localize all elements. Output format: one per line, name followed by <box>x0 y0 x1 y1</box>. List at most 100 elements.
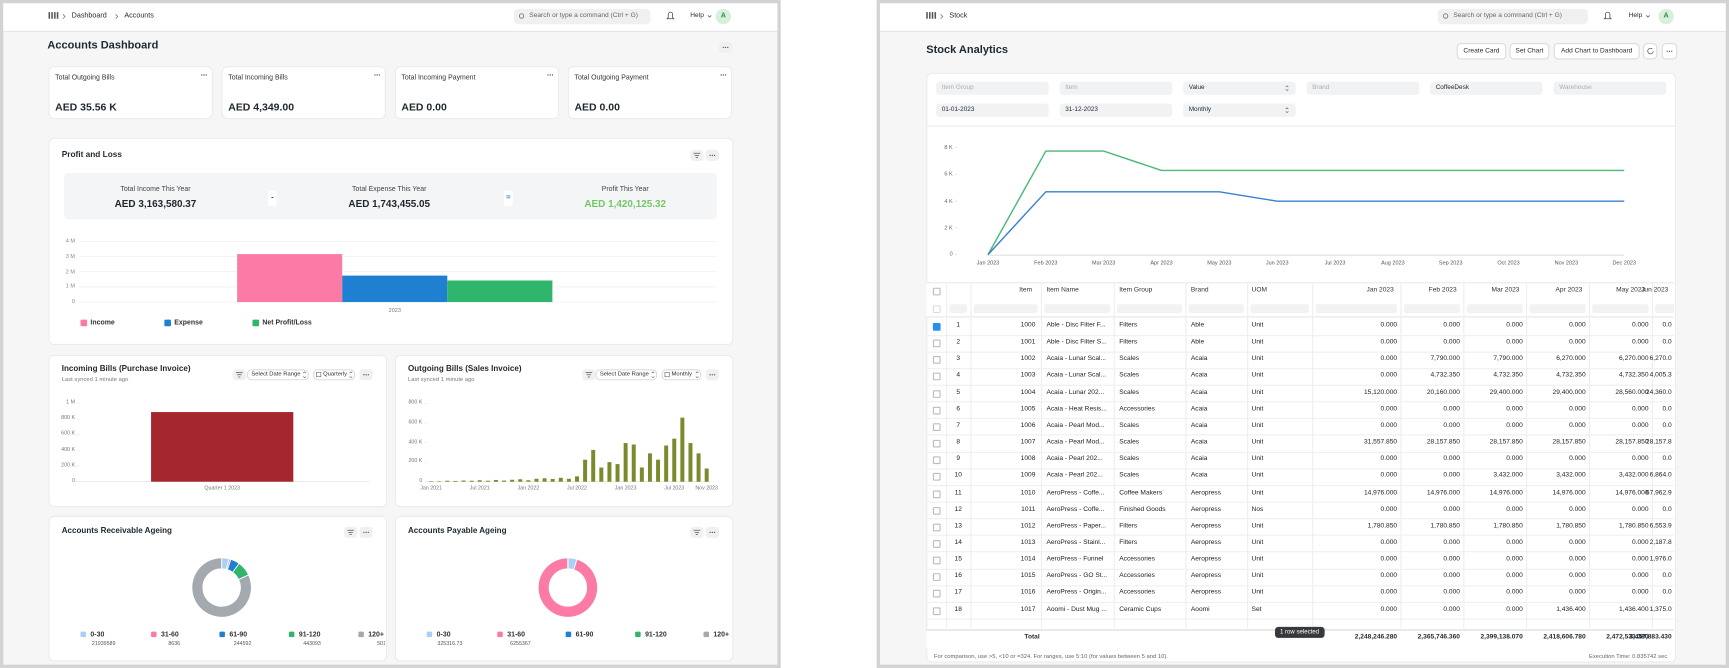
legend-label[interactable]: 0-30 <box>436 630 451 639</box>
select[interactable] <box>661 369 702 381</box>
select[interactable] <box>313 369 356 381</box>
legend-label[interactable]: Income <box>90 318 115 327</box>
filter-field[interactable] <box>936 81 1049 95</box>
column-header[interactable]: Brand <box>1190 287 1209 294</box>
column-header[interactable]: Jun 2023 <box>1641 287 1669 294</box>
column-header[interactable]: Feb 2023 <box>1428 287 1457 294</box>
legend-label[interactable]: 61-90 <box>229 630 248 639</box>
filter-text[interactable]: Value <box>1188 84 1205 91</box>
column-header[interactable]: UOM <box>1251 287 1267 294</box>
legend-label[interactable]: 61-90 <box>575 630 594 639</box>
total-cell: 2,418,606.780 <box>1543 634 1586 641</box>
column-filter[interactable] <box>1466 304 1523 314</box>
search-box[interactable] <box>1437 8 1588 25</box>
column-filter[interactable] <box>1592 304 1649 314</box>
select[interactable] <box>247 369 309 381</box>
breadcrumb-link[interactable]: Dashboard <box>71 12 107 20</box>
legend-label[interactable]: 31-60 <box>160 630 179 639</box>
column-header[interactable]: Item <box>1019 287 1033 294</box>
action-button[interactable] <box>1456 42 1507 60</box>
legend-label[interactable]: 91-120 <box>298 630 321 639</box>
filter-text[interactable]: Brand <box>1312 84 1330 91</box>
checkbox[interactable] <box>932 423 941 431</box>
filter-text[interactable]: CoffeeDesk <box>1435 84 1469 91</box>
filter-text[interactable]: Monthly <box>1188 106 1212 114</box>
filter-text[interactable]: Item <box>1065 84 1078 91</box>
column-filter[interactable] <box>949 304 968 314</box>
column-header[interactable]: Apr 2023 <box>1555 287 1583 294</box>
column-filter[interactable] <box>1315 304 1398 314</box>
column-filter[interactable] <box>1403 304 1460 314</box>
action-button[interactable] <box>1509 42 1550 60</box>
checkbox[interactable] <box>932 573 941 582</box>
breadcrumb-link[interactable]: Accounts <box>124 12 154 20</box>
checkbox[interactable] <box>932 406 941 415</box>
checkbox[interactable] <box>932 489 941 498</box>
breadcrumb-link[interactable]: Stock <box>949 12 968 20</box>
checkbox[interactable] <box>932 523 941 532</box>
legend-label[interactable]: 0-30 <box>90 630 105 639</box>
legend-label[interactable]: Net Profit/Loss <box>262 318 312 327</box>
action-button[interactable] <box>1553 42 1640 60</box>
filter-field[interactable] <box>1059 81 1173 95</box>
search-box[interactable] <box>513 8 651 25</box>
filter-field[interactable] <box>1553 81 1667 95</box>
column-header[interactable]: Mar 2023 <box>1491 287 1520 294</box>
checkbox[interactable] <box>932 339 941 348</box>
select-text[interactable]: Monthly <box>671 371 692 378</box>
column-header[interactable]: Item Name <box>1046 287 1079 294</box>
column-filter[interactable] <box>1529 304 1586 314</box>
legend-label[interactable]: 120+ <box>713 630 730 639</box>
checkbox[interactable] <box>932 473 941 481</box>
action-button-label[interactable]: Add Chart to Dashboard <box>1560 47 1633 54</box>
filter-text[interactable]: 01-01-2023 <box>941 106 975 114</box>
help-menu[interactable]: Help <box>690 12 704 20</box>
checkbox[interactable] <box>932 606 941 615</box>
select-text[interactable]: Select Date Range <box>599 371 649 378</box>
checkbox[interactable] <box>932 322 941 331</box>
checkbox[interactable] <box>932 590 941 598</box>
column-header[interactable]: Jan 2023 <box>1366 287 1394 294</box>
filter-field[interactable] <box>1183 81 1296 95</box>
select[interactable] <box>595 369 658 381</box>
filter-text[interactable]: Warehouse <box>1559 84 1592 91</box>
column-header[interactable]: Item Group <box>1119 287 1153 294</box>
column-filter[interactable] <box>973 304 1038 314</box>
filter-text[interactable]: 31-12-2023 <box>1065 106 1098 114</box>
checkbox[interactable] <box>932 356 941 365</box>
column-filter[interactable] <box>1655 304 1674 314</box>
refresh-button[interactable] <box>1642 42 1658 60</box>
column-header[interactable]: May 2023 <box>1616 287 1646 294</box>
checkbox[interactable] <box>932 287 941 296</box>
checkbox[interactable] <box>932 373 941 381</box>
select-text[interactable]: Select Date Range <box>251 371 301 378</box>
filter-field[interactable] <box>1430 81 1543 95</box>
column-filter[interactable] <box>1188 304 1244 314</box>
column-filter[interactable] <box>1250 304 1309 314</box>
filter-field[interactable] <box>936 103 1049 117</box>
filter-field[interactable] <box>1059 103 1173 117</box>
avatar-initial[interactable]: A <box>720 12 726 20</box>
checkbox[interactable] <box>932 506 941 515</box>
action-button-label[interactable]: Set Chart <box>1515 47 1544 54</box>
avatar-initial[interactable]: A <box>1663 12 1669 20</box>
column-filter[interactable] <box>1044 304 1111 314</box>
checkbox[interactable] <box>932 389 941 398</box>
filter-text[interactable]: Item Group <box>941 84 974 91</box>
legend-label[interactable]: 91-120 <box>645 630 667 639</box>
legend-label[interactable]: 31-60 <box>507 630 525 639</box>
filter-field[interactable] <box>1183 103 1296 117</box>
more-icon <box>720 74 722 76</box>
checkbox[interactable] <box>932 304 941 313</box>
help-menu[interactable]: Help <box>1628 12 1643 20</box>
checkbox[interactable] <box>932 540 941 548</box>
checkbox[interactable] <box>932 439 941 448</box>
select-text[interactable]: Quarterly <box>323 371 348 378</box>
legend-label[interactable]: 120+ <box>368 630 384 639</box>
action-button-label[interactable]: Create Card <box>1463 47 1500 54</box>
checkbox[interactable] <box>932 556 941 565</box>
column-filter[interactable] <box>1117 304 1183 314</box>
filter-field[interactable] <box>1306 81 1420 95</box>
checkbox[interactable] <box>932 456 941 465</box>
legend-label[interactable]: Expense <box>174 318 203 327</box>
